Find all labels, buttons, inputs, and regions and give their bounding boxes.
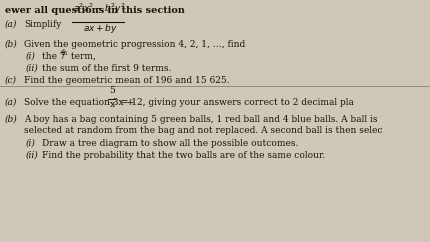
Text: $ax+by$: $ax+by$ [83,22,118,35]
Text: 5: 5 [109,86,115,95]
Text: x: x [110,100,115,109]
Text: (ii): (ii) [26,151,39,160]
Text: Solve the equation 3x +: Solve the equation 3x + [24,98,137,107]
Text: th: th [61,49,68,57]
Text: Simplify: Simplify [24,20,61,29]
Text: the sum of the first 9 terms.: the sum of the first 9 terms. [42,64,172,73]
Text: selected at random from the bag and not replaced. A second ball is then selec: selected at random from the bag and not … [24,126,383,135]
Text: (b): (b) [5,115,18,124]
Text: (c): (c) [5,76,17,85]
Text: Find the probability that the two balls are of the same colour.: Find the probability that the two balls … [42,151,325,160]
Text: (a): (a) [5,98,17,107]
Text: = 12, giving your answers correct to 2 decimal pla: = 12, giving your answers correct to 2 d… [118,98,354,107]
Text: (b): (b) [5,40,18,49]
Text: (i): (i) [26,139,36,148]
Text: (ii): (ii) [26,64,39,73]
Text: Find the geometric mean of 196 and 15 625.: Find the geometric mean of 196 and 15 62… [24,76,230,85]
Text: $a^2x^2-b^2y^2$: $a^2x^2-b^2y^2$ [73,2,126,16]
Text: ewer all questions in this section: ewer all questions in this section [5,6,185,15]
Text: Draw a tree diagram to show all the possible outcomes.: Draw a tree diagram to show all the poss… [42,139,298,148]
Text: A boy has a bag containing 5 green balls, 1 red ball and 4 blue balls. A ball is: A boy has a bag containing 5 green balls… [24,115,378,124]
Text: (a): (a) [5,20,17,29]
Text: (i): (i) [26,52,36,61]
Text: Given the geometric progression 4, 2, 1, …, find: Given the geometric progression 4, 2, 1,… [24,40,245,49]
Text: term,: term, [68,52,96,61]
Text: the 7: the 7 [42,52,66,61]
